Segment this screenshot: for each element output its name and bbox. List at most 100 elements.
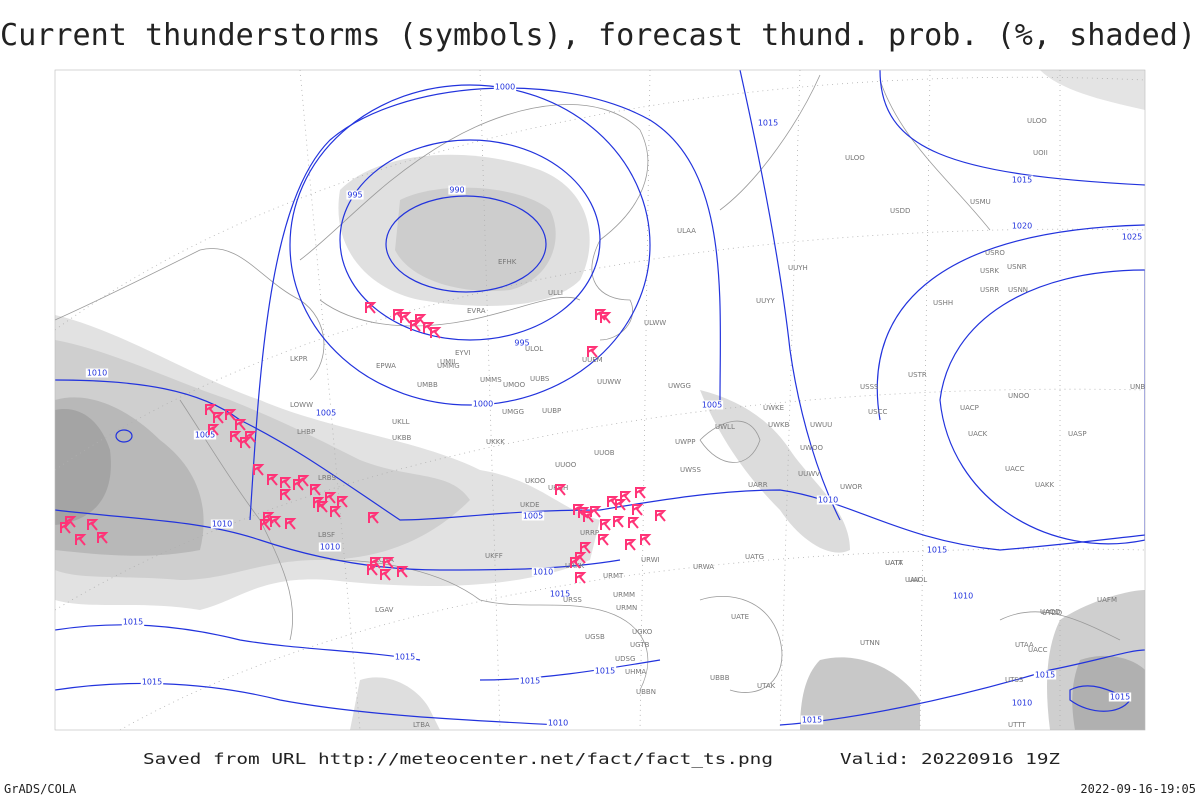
station-label: UUYY — [756, 297, 776, 305]
isobar-label-bg — [700, 400, 724, 410]
station-label: UAII — [905, 576, 919, 584]
station-label: UWPP — [675, 438, 696, 446]
thunderstorm-symbol — [365, 302, 377, 314]
station-label: UWGG — [668, 382, 691, 390]
station-label: ULOL — [525, 345, 543, 353]
station-label: UWOR — [840, 483, 863, 491]
isobar-label-bg — [121, 617, 145, 627]
station-label: LTBA — [413, 721, 430, 729]
thunderstorm-symbol — [430, 327, 442, 339]
station-label: UARR — [748, 481, 768, 489]
station-label: UUOO — [555, 461, 577, 469]
station-label: UAOL — [908, 576, 927, 584]
station-label: UASP — [1068, 430, 1087, 438]
station-label: UTNN — [860, 639, 880, 647]
isobar-label: 1010 — [1012, 699, 1032, 708]
thunderstorm-symbol — [583, 511, 595, 523]
isobar-label: 1005 — [195, 431, 215, 440]
station-label: UTDD — [1042, 609, 1062, 617]
station-label: UWUU — [810, 421, 832, 429]
isobar-label: 1015 — [142, 678, 162, 687]
map-border — [54, 69, 1146, 731]
thunderstorm-symbol — [628, 517, 640, 529]
thunderstorm-symbol — [587, 346, 599, 358]
isobar-label-bg — [1010, 698, 1034, 708]
isobar-label: 1010 — [818, 496, 838, 505]
thunderstorm-symbol — [393, 309, 405, 321]
thunderstorm-symbol — [245, 431, 257, 443]
station-label: LKPR — [290, 355, 308, 363]
station-label: UGTB — [630, 641, 650, 649]
station-label: USRR — [980, 286, 999, 294]
isobar-label-bg — [800, 715, 824, 725]
valid-time: Valid: 20220916 19Z — [840, 750, 1060, 768]
isobar-label-bg — [1108, 692, 1132, 702]
isobar-label: 1015 — [520, 677, 540, 686]
isobar-label: 1015 — [395, 653, 415, 662]
station-label: URMM — [613, 591, 635, 599]
thunderstorm-symbol — [213, 412, 225, 424]
thunderstorm-symbol — [368, 512, 380, 524]
thunderstorm-symbol — [613, 516, 625, 528]
isobar-label-bg — [925, 545, 949, 555]
station-label: LHBP — [297, 428, 315, 436]
isobar-label: 1005 — [702, 401, 722, 410]
station-label: UKBB — [392, 434, 412, 442]
station-label: UMGG — [502, 408, 524, 416]
thunderstorm-symbol — [75, 534, 87, 546]
isobar-label: 1015 — [550, 590, 570, 599]
isobar-label-bg — [518, 676, 542, 686]
station-label: UGKO — [632, 628, 653, 636]
station-label: ULOO — [845, 154, 865, 162]
thunderstorm-symbol — [415, 314, 427, 326]
station-label: LGAV — [375, 606, 394, 614]
station-label: UOII — [1033, 149, 1048, 157]
thunderstorm-symbol — [253, 464, 265, 476]
station-label: UMBB — [417, 381, 438, 389]
station-label: UMMG — [437, 362, 460, 370]
station-label: UKKK — [486, 438, 505, 446]
station-label: UHMA — [625, 668, 646, 676]
station-label: UWKB — [768, 421, 790, 429]
station-label: EFHK — [498, 258, 517, 266]
thunderstorm-symbol — [298, 475, 310, 487]
isobar-label: 1015 — [1110, 693, 1130, 702]
station-label: LBSF — [318, 531, 335, 539]
isobar-label: 1010 — [953, 592, 973, 601]
station-label: ULOO — [1027, 117, 1047, 125]
isobar-label-bg — [471, 399, 495, 409]
thunderstorm-symbol — [280, 477, 292, 489]
isobar-label-bg — [521, 511, 545, 521]
station-label: UMMS — [480, 376, 502, 384]
timestamp: 2022-09-16-19:05 — [1080, 782, 1196, 796]
thunderstorm-symbol — [87, 519, 99, 531]
station-label: USNN — [1008, 286, 1028, 294]
station-label: URMT — [603, 572, 624, 580]
isobar-label: 1015 — [802, 716, 822, 725]
isobar-label-bg — [1010, 175, 1034, 185]
thunderstorm-symbol — [270, 516, 282, 528]
thunderstorm-symbol — [640, 534, 652, 546]
thunderstorm-symbols — [60, 302, 667, 584]
isobar-label-bg — [531, 567, 555, 577]
thunderstorm-symbol — [97, 532, 109, 544]
station-label: EVRA — [467, 307, 486, 315]
station-label: USNR — [1007, 263, 1027, 271]
thunderstorm-symbol — [330, 506, 342, 518]
station-label: UATA — [885, 559, 903, 567]
station-label: UWLL — [715, 423, 735, 431]
isobar-label-bg — [546, 718, 570, 728]
station-label: EPWA — [376, 362, 396, 370]
station-label: UBBB — [710, 674, 730, 682]
station-label: URSS — [563, 596, 582, 604]
isobar-label-bg — [210, 519, 234, 529]
isobar-label-bg — [393, 652, 417, 662]
thunderstorm-symbol — [367, 564, 379, 576]
station-label: ULAA — [677, 227, 696, 235]
isobar-label: 1005 — [316, 409, 336, 418]
station-label: UAKK — [1035, 481, 1055, 489]
thunderstorm-symbol — [600, 312, 612, 324]
isobar-label: 995 — [347, 191, 362, 200]
thunderstorm-symbol — [607, 496, 619, 508]
